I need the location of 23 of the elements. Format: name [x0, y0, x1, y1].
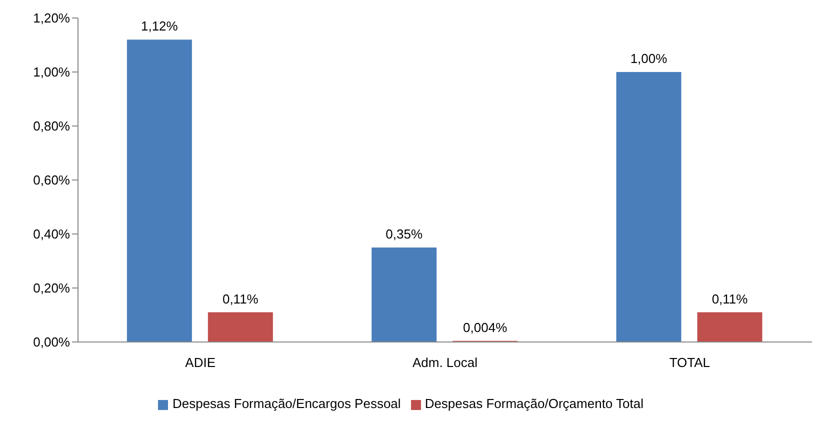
- legend-label: Despesas Formação/Orçamento Total: [424, 396, 644, 411]
- y-tick-label: 1,20%: [33, 10, 70, 26]
- y-tick-label: 0,40%: [33, 226, 70, 242]
- data-label: 1,00%: [630, 51, 668, 66]
- data-label: 0,11%: [222, 291, 259, 306]
- data-label: 0,11%: [712, 291, 748, 306]
- y-tick-label: 1,00%: [33, 64, 70, 80]
- y-tick-label: 0,20%: [33, 280, 70, 296]
- y-tick-label: 0,80%: [33, 118, 70, 134]
- bar: [208, 312, 273, 342]
- bar: [697, 312, 762, 342]
- y-tick-label: 0,60%: [33, 172, 70, 188]
- legend-label: Despesas Formação/Encargos Pessoal: [172, 396, 401, 411]
- y-tick-label: 0,00%: [33, 334, 70, 350]
- data-label: 0,004%: [463, 320, 508, 335]
- bar: [126, 40, 192, 342]
- data-label: 1,12%: [140, 18, 178, 34]
- x-tick-label: ADIE: [185, 355, 216, 370]
- data-label: 0,35%: [386, 226, 423, 242]
- bar: [616, 72, 682, 342]
- x-tick-label: Adm. Local: [412, 355, 478, 370]
- x-tick-label: TOTAL: [669, 355, 710, 370]
- bar: [372, 248, 437, 342]
